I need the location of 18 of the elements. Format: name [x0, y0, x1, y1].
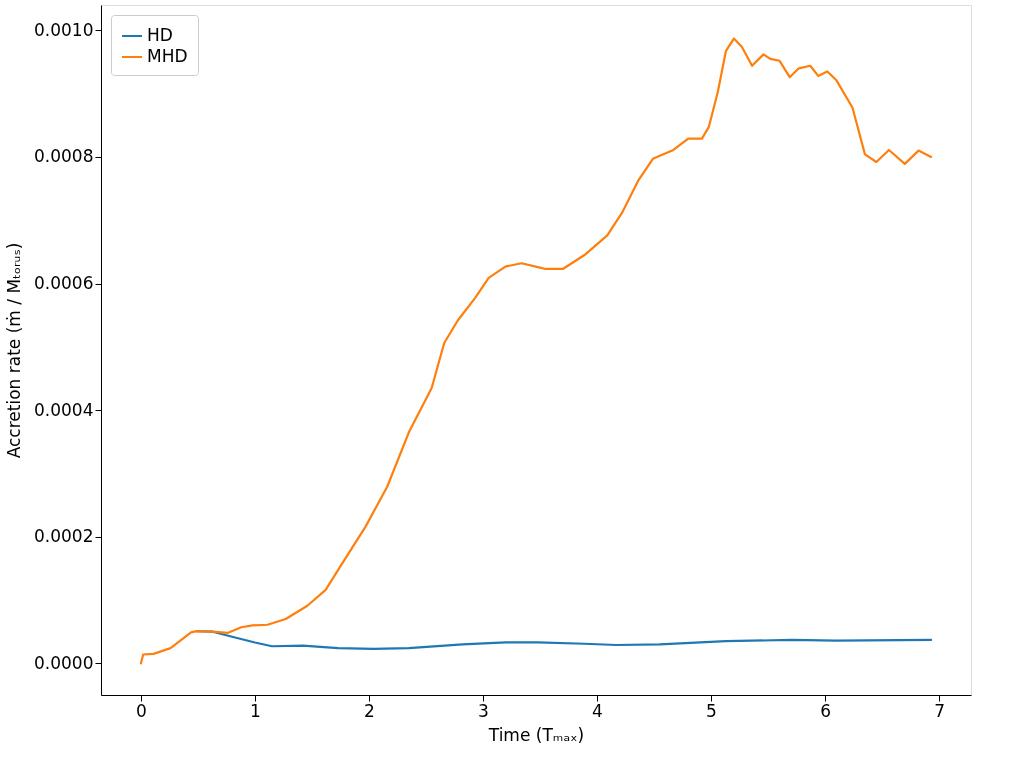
y-tick-label: 0.0002 [34, 526, 94, 547]
x-tick-label: 2 [364, 700, 375, 721]
x-tick-label: 6 [820, 700, 831, 721]
y-tick-label: 0.0000 [34, 652, 94, 673]
x-tick-label: 0 [135, 700, 147, 721]
y-axis-title: Accretion rate (ṁ / Mₜₒᵣᵤₛ) [4, 242, 25, 459]
y-tick-label: 0.0004 [34, 399, 94, 420]
y-tick-label: 0.0008 [34, 146, 94, 167]
legend-label: HD [147, 25, 173, 45]
x-axis-title: Time (Tₘₐₓ) [487, 724, 585, 745]
y-tick-label: 0.0006 [34, 273, 94, 294]
x-tick-label: 4 [592, 700, 603, 721]
x-tick-label: 5 [706, 700, 717, 721]
legend-label: MHD [147, 46, 188, 66]
x-tick-label: 1 [250, 700, 261, 721]
x-tick-label: 7 [934, 700, 945, 721]
x-tick-label: 3 [478, 700, 489, 721]
y-tick-label: 0.0010 [34, 19, 94, 40]
